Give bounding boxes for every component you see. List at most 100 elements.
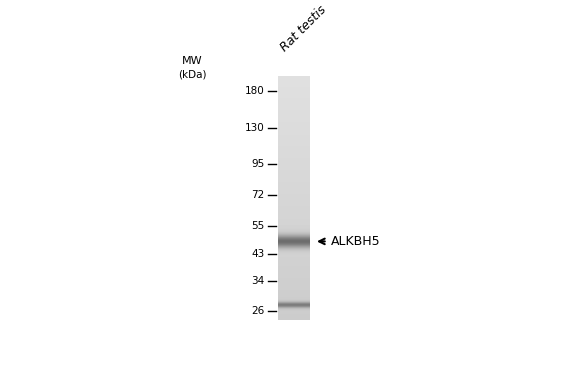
Bar [278, 133, 310, 134]
Bar [278, 257, 310, 258]
Bar [278, 203, 310, 204]
Bar [278, 253, 310, 254]
Bar [278, 151, 310, 152]
Bar [278, 102, 310, 103]
Bar [278, 314, 310, 316]
Bar [278, 244, 310, 245]
Bar [278, 172, 310, 173]
Bar [278, 90, 310, 91]
Bar [278, 163, 310, 164]
Bar [278, 155, 310, 156]
Bar [278, 78, 310, 79]
Bar [278, 85, 310, 86]
Bar [278, 138, 310, 139]
Bar [278, 82, 310, 83]
Bar [278, 104, 310, 105]
Bar [278, 224, 310, 225]
Bar [278, 247, 310, 248]
Bar [278, 111, 310, 112]
Bar [278, 161, 310, 162]
Bar [278, 249, 310, 250]
Bar [278, 208, 310, 209]
Bar [278, 226, 310, 227]
Bar [278, 175, 310, 176]
Bar [278, 189, 310, 190]
Bar [278, 312, 310, 313]
Bar [278, 216, 310, 217]
Bar [278, 116, 310, 118]
Bar [278, 239, 310, 240]
Bar [278, 318, 310, 319]
Bar [278, 81, 310, 82]
Bar [278, 105, 310, 106]
Bar [278, 92, 310, 93]
Bar [278, 285, 310, 286]
Bar [278, 298, 310, 299]
Bar [278, 303, 310, 304]
Bar [278, 215, 310, 216]
Bar [278, 141, 310, 142]
Bar [278, 288, 310, 290]
Bar [278, 157, 310, 158]
Bar [278, 295, 310, 296]
Bar [278, 269, 310, 270]
Bar [278, 256, 310, 257]
Bar [278, 88, 310, 89]
Bar [278, 221, 310, 222]
Bar [278, 250, 310, 251]
Bar [278, 147, 310, 148]
Bar [278, 217, 310, 218]
Bar [278, 164, 310, 166]
Bar [278, 83, 310, 84]
Bar [278, 300, 310, 301]
Bar [278, 168, 310, 169]
Bar [278, 91, 310, 92]
Bar [278, 123, 310, 124]
Bar [278, 195, 310, 196]
Bar [278, 231, 310, 232]
Bar [278, 220, 310, 221]
Bar [278, 246, 310, 247]
Bar [278, 77, 310, 78]
Bar [278, 154, 310, 155]
Text: 43: 43 [251, 249, 264, 259]
Bar [278, 174, 310, 175]
Bar [278, 222, 310, 223]
Bar [278, 278, 310, 279]
Bar [278, 210, 310, 211]
Bar [278, 169, 310, 170]
Bar [278, 119, 310, 120]
Bar [278, 254, 310, 255]
Bar [278, 110, 310, 111]
Bar [278, 147, 310, 149]
Bar [278, 316, 310, 317]
Bar [278, 144, 310, 145]
Bar [278, 270, 310, 271]
Bar [278, 229, 310, 230]
Bar [278, 212, 310, 213]
Bar [278, 185, 310, 186]
Bar [278, 304, 310, 305]
Bar [278, 109, 310, 110]
Bar [278, 194, 310, 195]
Bar [278, 200, 310, 201]
Bar [278, 188, 310, 189]
Bar [278, 261, 310, 262]
Bar [278, 301, 310, 302]
Bar [278, 174, 310, 175]
Bar [278, 170, 310, 171]
Bar [278, 307, 310, 308]
Bar [278, 115, 310, 116]
Bar [278, 167, 310, 168]
Bar [278, 319, 310, 321]
Bar [278, 178, 310, 180]
Bar [278, 305, 310, 306]
Bar [278, 136, 310, 137]
Text: (kDa): (kDa) [178, 69, 207, 79]
Bar [278, 238, 310, 239]
Bar [278, 237, 310, 238]
Bar [278, 268, 310, 269]
Bar [278, 79, 310, 80]
Bar [278, 315, 310, 316]
Bar [278, 310, 310, 311]
